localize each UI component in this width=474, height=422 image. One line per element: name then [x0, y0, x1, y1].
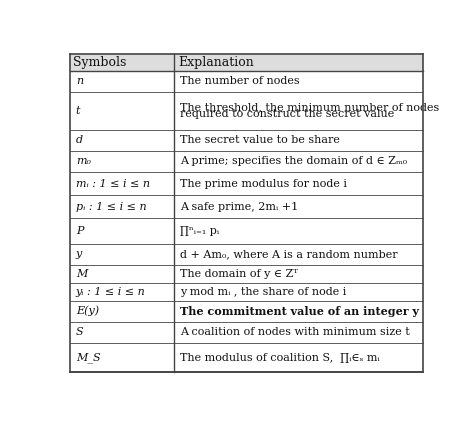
Bar [70, 54, 423, 71]
Text: The prime modulus for node i: The prime modulus for node i [180, 179, 347, 189]
Text: A prime; specifies the domain of d ∈ Zₘ₀: A prime; specifies the domain of d ∈ Zₘ₀ [180, 157, 407, 166]
Text: M_S: M_S [76, 352, 100, 363]
Text: n: n [76, 76, 83, 87]
Text: yᵢ : 1 ≤ i ≤ n: yᵢ : 1 ≤ i ≤ n [76, 287, 146, 297]
Text: S: S [76, 327, 83, 337]
Text: The secret value to be share: The secret value to be share [180, 135, 340, 145]
Text: The modulus of coalition S,  ∏ᵢ∈ₛ mᵢ: The modulus of coalition S, ∏ᵢ∈ₛ mᵢ [180, 352, 380, 362]
Text: E(y): E(y) [76, 306, 99, 316]
Text: A safe prime, 2mᵢ +1: A safe prime, 2mᵢ +1 [180, 202, 298, 212]
Text: mᵢ : 1 ≤ i ≤ n: mᵢ : 1 ≤ i ≤ n [76, 179, 150, 189]
Text: pᵢ : 1 ≤ i ≤ n: pᵢ : 1 ≤ i ≤ n [76, 202, 146, 212]
Text: d + Am₀, where A is a random number: d + Am₀, where A is a random number [180, 249, 397, 259]
Text: t: t [76, 106, 80, 116]
Text: The commitment value of an integer y: The commitment value of an integer y [180, 306, 419, 316]
Text: Explanation: Explanation [178, 56, 254, 69]
Text: A coalition of nodes with minimum size t: A coalition of nodes with minimum size t [180, 327, 410, 337]
Text: required to construct the secret value: required to construct the secret value [180, 109, 394, 119]
Text: M: M [76, 269, 87, 279]
Text: The threshold, the minimum number of nodes: The threshold, the minimum number of nod… [180, 102, 439, 112]
Text: P: P [76, 226, 83, 236]
Text: m₀: m₀ [76, 157, 91, 166]
Text: ∏ⁿᵢ₌₁ pᵢ: ∏ⁿᵢ₌₁ pᵢ [180, 226, 219, 236]
Text: The number of nodes: The number of nodes [180, 76, 300, 87]
Text: The domain of y ∈ Zᵀ: The domain of y ∈ Zᵀ [180, 269, 298, 279]
Text: d: d [76, 135, 83, 145]
Text: Symbols: Symbols [73, 56, 127, 69]
Text: y: y [76, 249, 82, 259]
Text: y mod mᵢ , the share of node i: y mod mᵢ , the share of node i [180, 287, 346, 297]
